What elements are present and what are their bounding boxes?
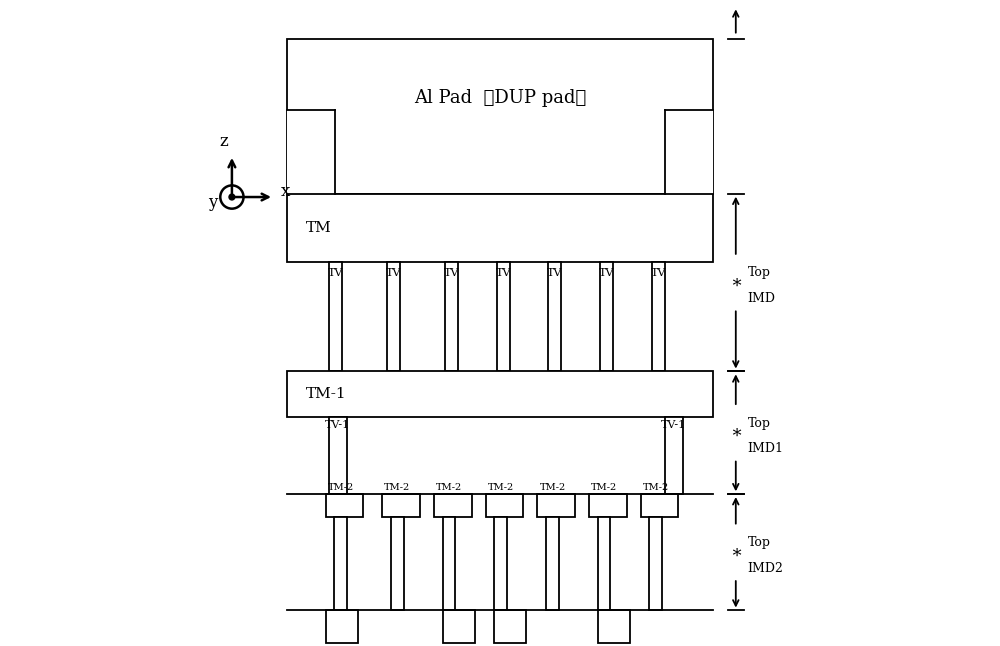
Bar: [665, 417, 683, 494]
Bar: [287, 39, 713, 194]
Text: TM-2: TM-2: [591, 483, 617, 492]
Circle shape: [229, 194, 235, 200]
Text: TM-1: TM-1: [306, 387, 347, 401]
Text: TV: TV: [386, 268, 401, 278]
Text: TV: TV: [444, 268, 459, 278]
Text: ∗: ∗: [730, 543, 742, 561]
Bar: [497, 262, 510, 371]
Text: TM-2: TM-2: [643, 483, 669, 492]
Text: TV-1: TV-1: [325, 420, 350, 430]
Bar: [287, 110, 335, 194]
Bar: [329, 262, 342, 371]
Text: TM-2: TM-2: [328, 483, 354, 492]
Bar: [537, 494, 575, 517]
Bar: [329, 417, 347, 494]
Text: TM-2: TM-2: [384, 483, 411, 492]
Text: Al Pad  （DUP pad）: Al Pad （DUP pad）: [414, 89, 586, 107]
Bar: [665, 110, 713, 194]
Text: TV-1: TV-1: [661, 420, 686, 430]
Text: ∗: ∗: [730, 424, 742, 442]
Bar: [287, 371, 713, 417]
Bar: [387, 262, 400, 371]
Bar: [391, 517, 404, 610]
Text: TV: TV: [651, 268, 666, 278]
Text: TM-2: TM-2: [539, 483, 566, 492]
Bar: [326, 494, 363, 517]
Bar: [443, 610, 475, 643]
Text: IMD2: IMD2: [747, 562, 783, 575]
Text: TM: TM: [306, 221, 332, 234]
Text: Top: Top: [747, 266, 770, 280]
Bar: [443, 517, 455, 610]
Text: TM-2: TM-2: [488, 483, 514, 492]
Bar: [494, 610, 526, 643]
Text: TM-2: TM-2: [436, 483, 462, 492]
Bar: [494, 517, 507, 610]
Text: TV: TV: [547, 268, 563, 278]
Text: y: y: [208, 194, 217, 211]
Bar: [649, 517, 662, 610]
Bar: [598, 517, 610, 610]
Text: Top: Top: [747, 536, 770, 549]
Text: IMD1: IMD1: [747, 443, 783, 455]
Text: TV: TV: [599, 268, 614, 278]
Bar: [641, 494, 678, 517]
Bar: [445, 262, 458, 371]
Bar: [434, 494, 472, 517]
Text: z: z: [220, 133, 229, 150]
Text: TV: TV: [496, 268, 511, 278]
Text: IMD: IMD: [747, 292, 775, 306]
Text: ∗: ∗: [730, 274, 742, 291]
Bar: [589, 494, 627, 517]
Bar: [326, 610, 358, 643]
Bar: [287, 194, 713, 262]
Bar: [652, 262, 665, 371]
Bar: [600, 262, 613, 371]
Bar: [548, 262, 561, 371]
Text: x: x: [280, 183, 290, 200]
Text: Top: Top: [747, 417, 770, 430]
Bar: [486, 494, 523, 517]
Bar: [546, 517, 559, 610]
Bar: [334, 517, 347, 610]
Text: TV: TV: [328, 268, 343, 278]
Bar: [382, 494, 420, 517]
Bar: [598, 610, 630, 643]
